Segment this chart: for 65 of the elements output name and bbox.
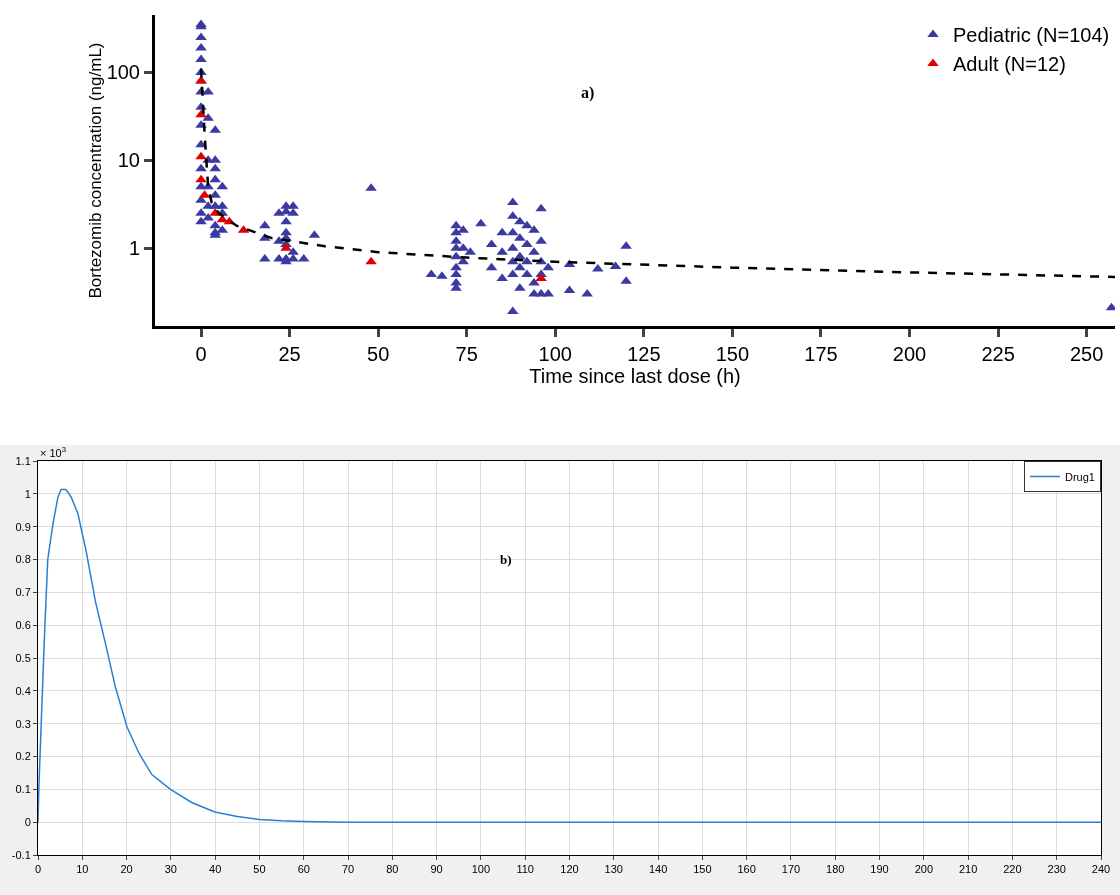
text: × 10$^{3}$ — [40, 445, 66, 459]
x-tick-label: 225 — [981, 343, 1015, 365]
annotation: b) — [500, 552, 512, 567]
x-tick-label: 75 — [455, 343, 478, 365]
y-tick-label: 100 — [106, 61, 140, 84]
x-tick-label: 170 — [781, 863, 801, 876]
x-tick-label: 130 — [604, 863, 623, 876]
x-tick-label: 250 — [1069, 343, 1104, 365]
y-tick-label: 1 — [128, 237, 140, 260]
x-tick-label: 10 — [76, 863, 89, 876]
y-axis-title: Bortezomib concentration (ng/mL) — [85, 42, 105, 299]
x-tick-label: 20 — [120, 863, 133, 876]
y-tick-label: 1 — [24, 487, 31, 500]
y-tick-label: 0.1 — [15, 783, 31, 796]
x-tick-label: 110 — [516, 863, 534, 876]
y-tick-label: 1.1 — [15, 454, 31, 467]
point — [195, 151, 207, 160]
legend-label: Drug1 — [1065, 470, 1095, 483]
y-tick-label: 10 — [117, 149, 140, 172]
x-tick-label: 240 — [1091, 863, 1111, 876]
annotation: a) — [581, 84, 595, 102]
x-tick-label: 140 — [648, 863, 668, 876]
x-tick-label: 100 — [538, 343, 572, 365]
x-tick-label: 200 — [914, 863, 934, 876]
y-tick-label: 0.2 — [15, 750, 31, 763]
x-tick-label: 90 — [430, 863, 443, 876]
x-tick-label: 80 — [386, 863, 399, 876]
x-tick-label: 70 — [341, 863, 355, 876]
x-axis-title: Time since last dose (h) — [529, 365, 741, 387]
y-tick-label: -0.1 — [11, 848, 31, 861]
x-tick-label: 25 — [278, 343, 301, 365]
y-tick-label: 0.9 — [15, 520, 31, 533]
legend-label: Pediatric (N=104) — [953, 24, 1110, 47]
y-tick-label: 0.4 — [15, 684, 31, 697]
x-tick-label: 175 — [804, 343, 838, 365]
x-tick-label: 150 — [693, 863, 712, 876]
x-tick-label: 200 — [892, 343, 927, 365]
x-tick-label: 50 — [367, 343, 390, 365]
y-tick-label: 0.8 — [15, 553, 31, 566]
x-tick-label: 120 — [560, 863, 579, 876]
x-tick-label: 50 — [253, 863, 266, 876]
y-tick-label: 0.6 — [15, 619, 31, 632]
y-tick-label: 0 — [24, 816, 31, 829]
legend-label: Adult (N=12) — [953, 53, 1066, 76]
y-tick-label: 0.3 — [15, 717, 31, 730]
x-tick-label: 160 — [737, 863, 756, 876]
x-tick-label: 230 — [1047, 863, 1066, 876]
x-tick-label: 180 — [826, 863, 845, 876]
x-tick-label: 150 — [715, 343, 750, 365]
point — [365, 256, 377, 265]
x-tick-label: 30 — [164, 863, 178, 876]
point — [195, 174, 207, 183]
x-tick-label: 100 — [471, 863, 491, 876]
x-tick-label: 0 — [195, 343, 207, 365]
x-tick-label: 60 — [297, 863, 310, 876]
point — [535, 273, 547, 282]
y-tick-label: 0.7 — [15, 586, 31, 599]
x-tick-label: 0 — [34, 863, 42, 876]
line-series — [38, 488, 1101, 823]
x-tick-label: 125 — [627, 343, 661, 365]
x-tick-label: 220 — [1003, 863, 1022, 876]
x-tick-label: 210 — [958, 863, 978, 876]
x-tick-label: 190 — [870, 863, 889, 876]
x-tick-label: 40 — [209, 863, 222, 876]
y-tick-label: 0.5 — [15, 651, 31, 664]
